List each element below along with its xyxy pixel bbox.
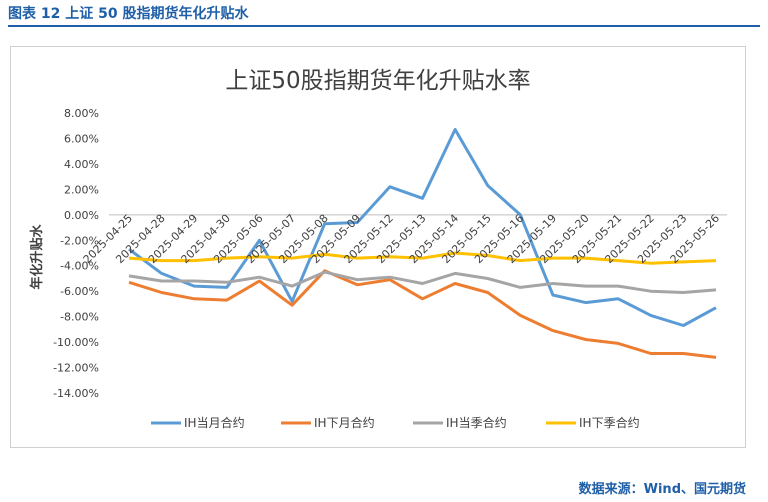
- y-tick-label: 2.00%: [64, 183, 99, 196]
- series-line-2: [128, 269, 717, 359]
- y-tick-label: -10.00%: [53, 336, 99, 349]
- chart-title: 上证50股指期货年化升贴水率: [225, 68, 530, 94]
- legend-label: IH当月合约: [184, 415, 245, 430]
- caption-rule: [8, 25, 760, 27]
- y-tick-label: -14.00%: [53, 387, 99, 400]
- legend-label: IH下季合约: [579, 415, 640, 430]
- y-tick-label: -6.00%: [60, 285, 99, 298]
- series-line-4: [128, 251, 717, 265]
- y-tick-label: 6.00%: [64, 132, 99, 145]
- y-tick-label: -8.00%: [60, 311, 99, 324]
- y-axis-label: 年化升贴水: [29, 224, 45, 290]
- line-chart: 上证50股指期货年化升贴水率 年化升贴水 8.00% 6.00% 4.00% 2.00…: [29, 68, 727, 430]
- series-lines: [128, 128, 717, 359]
- chart-container: 上证50股指期货年化升贴水率 年化升贴水 8.00% 6.00% 4.00% 2.00…: [10, 46, 746, 448]
- y-tick-label: 4.00%: [64, 158, 99, 171]
- legend-label: IH当季合约: [446, 415, 507, 430]
- legend: IH当月合约 IH下月合约 IH当季合约 IH下季合约: [151, 415, 640, 430]
- series-line-3: [128, 270, 717, 294]
- y-tick-label: 8.00%: [64, 107, 99, 120]
- y-axis: 8.00% 6.00% 4.00% 2.00% 0.00% -2.00% -4.00% -6.…: [53, 107, 99, 400]
- data-source: 数据来源：Wind、国元期货: [578, 482, 746, 497]
- legend-label: IH下月合约: [314, 415, 375, 430]
- figure-caption: 图表 12 上证 50 股指期货年化升贴水: [8, 6, 249, 22]
- y-tick-label: -2.00%: [60, 234, 99, 247]
- y-tick-label: -12.00%: [53, 362, 99, 375]
- y-tick-label: -4.00%: [60, 260, 99, 273]
- series-line-1: [128, 128, 717, 327]
- y-tick-label: 0.00%: [64, 209, 99, 222]
